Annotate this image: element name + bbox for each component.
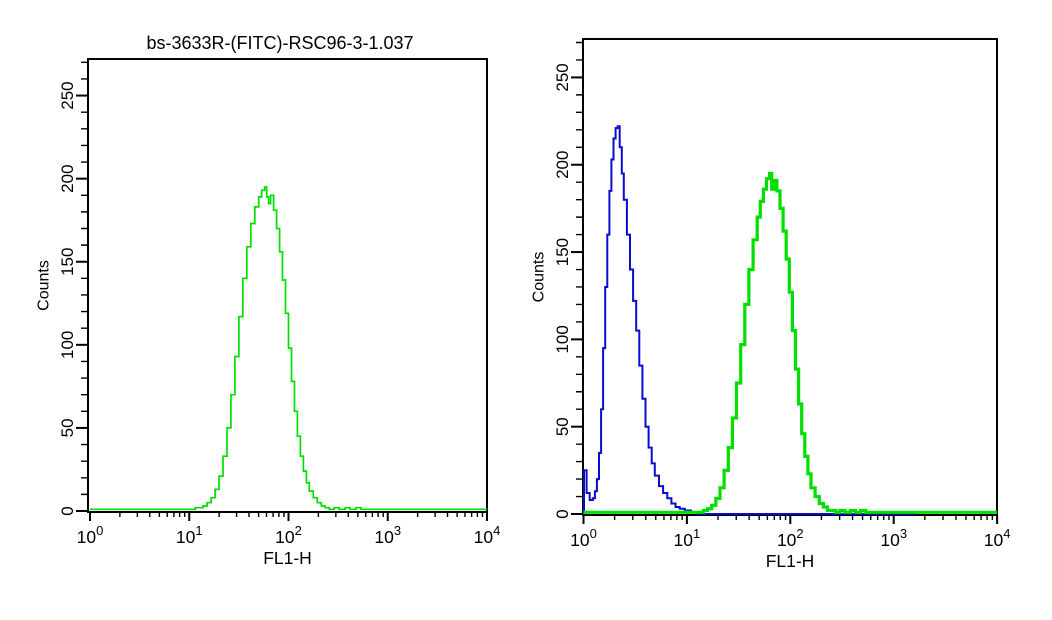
- x-axis-minor-ticks: [613, 515, 994, 520]
- chart-left: 0 50 100 150 200 250 100 101 102 103 104 bs-3633R-(…: [36, 33, 501, 568]
- y-tick-label-50: 50: [553, 417, 572, 436]
- y-tick-label-100: 100: [553, 325, 572, 353]
- x-tick-label-10^3: 103: [880, 526, 907, 550]
- plot-frame-left: [87, 58, 488, 513]
- chart-title-left: bs-3633R-(FITC)-RSC96-3-1.037: [146, 33, 413, 53]
- x-axis-label-left: FL1-H: [263, 548, 312, 568]
- y-axis-label-right: Counts: [531, 252, 548, 303]
- x-tick-label-10^2: 102: [777, 526, 804, 550]
- y-tick-label-250: 250: [58, 81, 77, 109]
- y-axis-label-left: Counts: [36, 260, 53, 311]
- x-tick-label-10^4: 104: [984, 526, 1011, 550]
- y-tick-label-200: 200: [553, 151, 572, 179]
- y-tick-label-200: 200: [58, 164, 77, 192]
- y-tick-label-0: 0: [553, 509, 572, 518]
- series-green-histogram-fitc-stained-left: [90, 186, 487, 511]
- x-tick-label-10^1: 101: [674, 526, 701, 550]
- y-axis-minor-ticks: [576, 41, 583, 498]
- x-tick-label-10^0: 100: [77, 523, 104, 547]
- x-tick-label-10^4: 104: [474, 523, 501, 547]
- y-tick-label-50: 50: [58, 418, 77, 437]
- x-tick-label-10^2: 102: [275, 523, 302, 547]
- series-green-histogram-fitc-stained-right: [583, 171, 998, 514]
- y-tick-label-150: 150: [58, 248, 77, 276]
- x-axis-label-right: FL1-H: [766, 551, 815, 571]
- series-blue-histogram-control-right: [583, 125, 917, 515]
- y-tick-label-150: 150: [553, 238, 572, 266]
- chart-right: 0 50 100 150 200 250 100 101 102 103 104 FL1-H Count…: [531, 38, 1011, 571]
- x-tick-label-10^3: 103: [374, 523, 401, 547]
- y-axis-minor-ticks: [81, 61, 88, 496]
- x-tick-label-10^1: 101: [176, 523, 203, 547]
- y-tick-label-100: 100: [58, 331, 77, 359]
- x-tick-label-10^0: 100: [570, 526, 597, 550]
- x-axis-minor-ticks: [119, 512, 484, 517]
- y-tick-label-250: 250: [553, 63, 572, 91]
- y-tick-label-0: 0: [58, 506, 77, 515]
